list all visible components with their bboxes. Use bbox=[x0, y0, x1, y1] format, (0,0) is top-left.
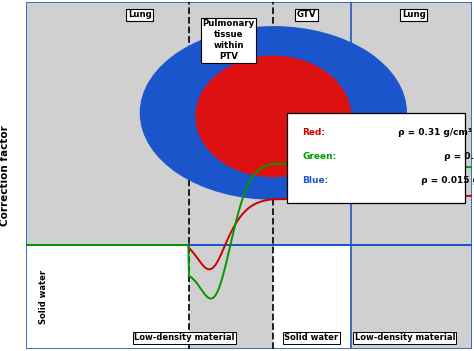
Bar bbox=[26, 2, 472, 245]
Text: Solid water: Solid water bbox=[38, 270, 47, 324]
Circle shape bbox=[195, 55, 351, 177]
Text: GTV: GTV bbox=[297, 11, 317, 19]
Ellipse shape bbox=[140, 26, 407, 200]
Text: Correction factor: Correction factor bbox=[0, 125, 10, 226]
Bar bbox=[351, 245, 472, 349]
Text: Blue:: Blue: bbox=[302, 176, 328, 185]
Text: Red:: Red: bbox=[302, 127, 325, 137]
Text: ρ = 0.015 g/cm³: ρ = 0.015 g/cm³ bbox=[418, 176, 474, 185]
Text: Solid water: Solid water bbox=[284, 333, 338, 342]
Bar bbox=[273, 245, 351, 349]
Text: Pulmonary
tissue
within
PTV: Pulmonary tissue within PTV bbox=[203, 19, 255, 61]
Text: ρ = 0.31 g/cm³: ρ = 0.31 g/cm³ bbox=[395, 127, 472, 137]
Text: Low-density material: Low-density material bbox=[355, 333, 455, 342]
Bar bbox=[26, 245, 189, 349]
Text: Lung: Lung bbox=[128, 11, 152, 19]
FancyBboxPatch shape bbox=[287, 113, 465, 203]
Text: ρ = 0.18 g/cm³: ρ = 0.18 g/cm³ bbox=[441, 152, 474, 161]
Text: Lung: Lung bbox=[402, 11, 426, 19]
Text: Green:: Green: bbox=[302, 152, 337, 161]
Text: Low-density material: Low-density material bbox=[134, 333, 235, 342]
Bar bbox=[189, 245, 273, 349]
